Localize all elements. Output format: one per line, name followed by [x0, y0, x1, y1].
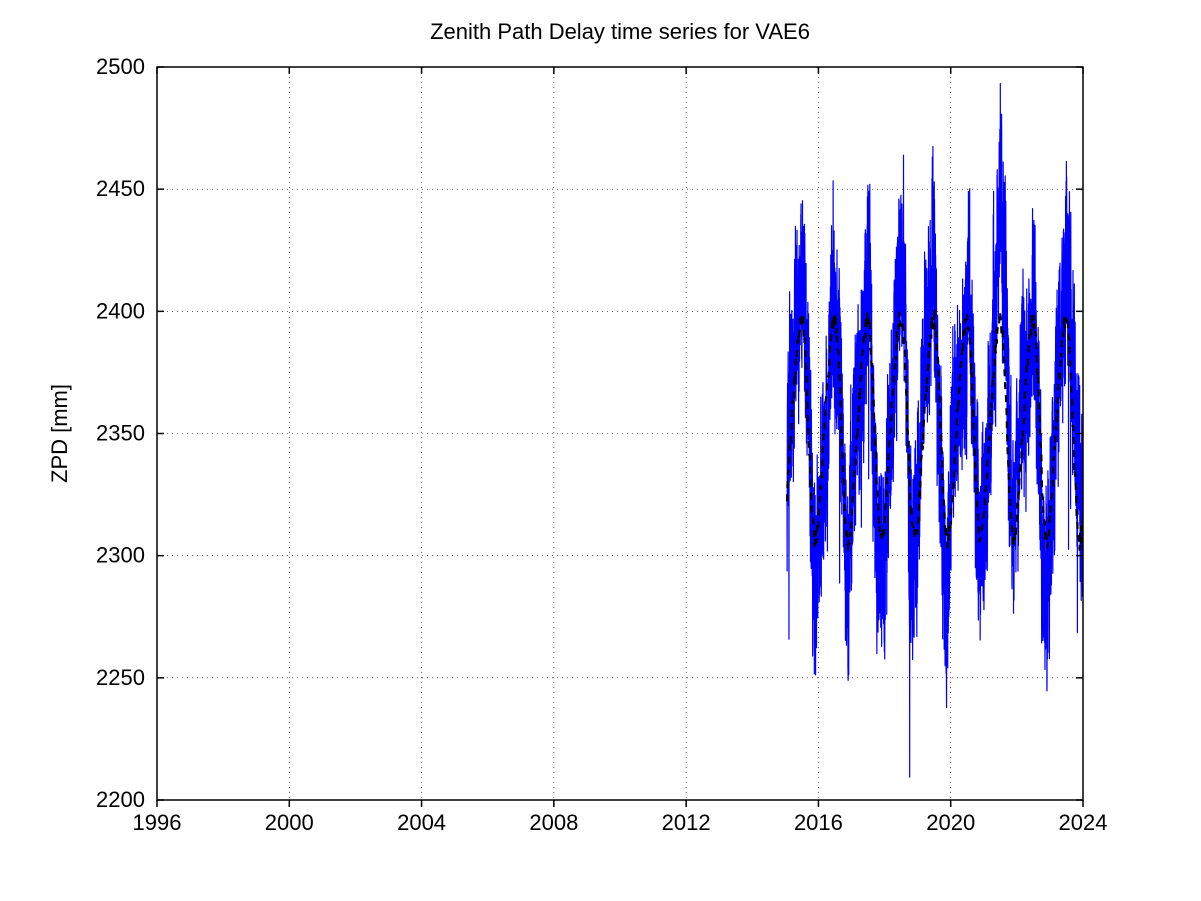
xtick-label: 2020: [926, 810, 975, 835]
xtick-label: 2000: [265, 810, 314, 835]
chart-title: Zenith Path Delay time series for VAE6: [430, 19, 810, 44]
xtick-label: 2016: [794, 810, 843, 835]
ytick-label: 2500: [96, 54, 145, 79]
xtick-label: 2024: [1059, 810, 1108, 835]
xtick-label: 2012: [662, 810, 711, 835]
y-axis-label: ZPD [mm]: [47, 384, 72, 483]
ytick-label: 2200: [96, 787, 145, 812]
chart-svg: 1996 2000 2004 2008 2012 2016 2020 2024 2200 2250…: [0, 0, 1201, 901]
ytick-label: 2250: [96, 665, 145, 690]
ytick-label: 2350: [96, 421, 145, 446]
chart-container: 1996 2000 2004 2008 2012 2016 2020 2024 2200 2250…: [0, 0, 1201, 901]
ytick-label: 2400: [96, 298, 145, 323]
xtick-label: 1996: [133, 810, 182, 835]
xtick-label: 2008: [529, 810, 578, 835]
xtick-label: 2004: [397, 810, 446, 835]
ytick-label: 2300: [96, 543, 145, 568]
ytick-label: 2450: [96, 176, 145, 201]
